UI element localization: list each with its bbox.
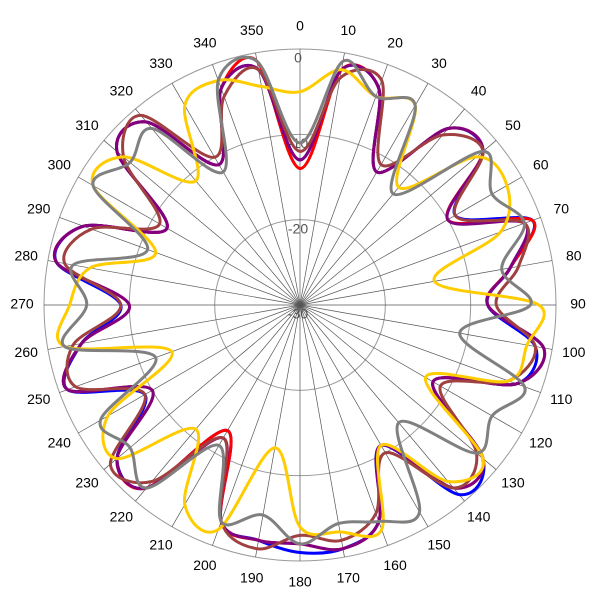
angle-label: 220 — [110, 509, 134, 525]
spoke — [212, 304, 301, 546]
series-line — [60, 55, 533, 546]
angle-label: 230 — [75, 474, 99, 490]
spoke — [299, 64, 388, 306]
angle-label: 40 — [471, 83, 487, 99]
angle-label: 100 — [562, 344, 586, 360]
angle-label: 80 — [566, 247, 582, 263]
angle-label: 10 — [340, 22, 356, 38]
spoke — [212, 64, 301, 306]
angle-label: 130 — [501, 474, 525, 490]
angle-label: 270 — [10, 296, 34, 312]
spoke — [59, 304, 301, 393]
angle-label: 250 — [27, 391, 51, 407]
spoke — [47, 304, 301, 350]
spoke — [299, 304, 345, 558]
angle-label: 0 — [296, 18, 304, 34]
spoke — [299, 304, 465, 502]
spoke — [299, 108, 465, 306]
spoke — [299, 304, 497, 470]
spoke — [78, 176, 301, 306]
spoke — [299, 140, 497, 306]
spoke — [171, 304, 301, 527]
angle-label: 280 — [15, 247, 39, 263]
spoke — [299, 52, 345, 306]
spoke — [299, 304, 553, 350]
angle-label: 20 — [387, 34, 403, 50]
angle-label: 170 — [337, 569, 361, 585]
angle-label: 150 — [427, 536, 451, 552]
angle-label: 190 — [240, 569, 264, 585]
spoke — [299, 83, 429, 306]
angle-label: 310 — [75, 117, 99, 133]
angle-label: 200 — [193, 557, 217, 573]
angle-label: 210 — [149, 536, 173, 552]
spoke — [255, 52, 301, 306]
r-tick-label: -30 — [288, 306, 308, 322]
angle-label: 110 — [550, 391, 573, 407]
angle-label: 320 — [110, 83, 134, 99]
spoke — [59, 217, 301, 306]
angle-label: 330 — [149, 55, 173, 71]
angle-label: 120 — [529, 435, 553, 451]
angle-label: 30 — [431, 55, 447, 71]
angle-label: 70 — [553, 201, 569, 217]
angle-label: 300 — [48, 157, 72, 173]
angle-label: 60 — [533, 157, 549, 173]
angle-label: 140 — [467, 509, 491, 525]
spoke — [299, 304, 429, 527]
angle-label: 90 — [570, 296, 586, 312]
angle-label: 180 — [288, 574, 312, 590]
spoke — [103, 304, 301, 470]
spoke — [171, 83, 301, 306]
angle-label: 50 — [505, 117, 521, 133]
angle-label: 340 — [193, 34, 217, 50]
angle-label: 160 — [383, 557, 407, 573]
r-tick-label: -20 — [288, 220, 308, 236]
r-tick-label: 0 — [294, 50, 302, 66]
spoke — [78, 304, 301, 434]
angle-label: 260 — [15, 344, 39, 360]
spoke — [135, 304, 301, 502]
spoke — [135, 108, 301, 306]
angle-label: 240 — [48, 435, 72, 451]
spoke — [299, 304, 541, 393]
spoke — [299, 176, 522, 306]
spoke — [299, 304, 388, 546]
spoke — [299, 304, 522, 434]
spoke — [103, 140, 301, 306]
angle-label: 290 — [27, 201, 51, 217]
angle-label: 350 — [240, 22, 264, 38]
